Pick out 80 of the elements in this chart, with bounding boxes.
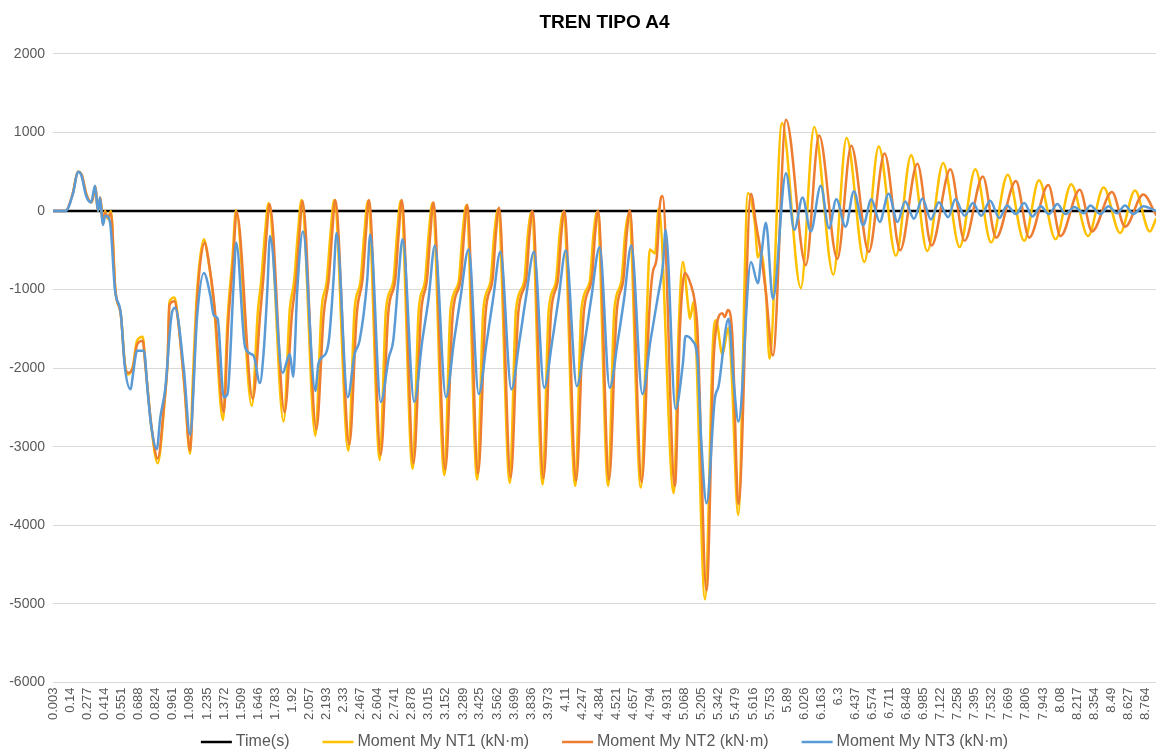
x-tick-label: 2.057 bbox=[300, 687, 316, 721]
y-tick-label: -3000 bbox=[9, 437, 46, 454]
y-tick-label: 0 bbox=[37, 201, 46, 218]
x-tick-label: 3.699 bbox=[505, 687, 521, 721]
x-tick-label: 3.562 bbox=[488, 687, 504, 721]
x-tick-label: 7.122 bbox=[932, 687, 948, 721]
x-tick-label: 1.646 bbox=[249, 687, 265, 721]
x-tick-label: 8.354 bbox=[1085, 687, 1101, 721]
y-tick-label: -4000 bbox=[9, 516, 46, 533]
legend-label: Time(s) bbox=[235, 732, 290, 750]
y-tick-label: 2000 bbox=[13, 44, 46, 61]
x-tick-label: 1.372 bbox=[215, 687, 231, 721]
x-tick-label: 8.627 bbox=[1119, 687, 1135, 721]
x-tick-label: 4.247 bbox=[573, 687, 589, 721]
x-tick-label: 7.806 bbox=[1017, 687, 1033, 721]
x-tick-label: 1.098 bbox=[181, 687, 197, 721]
chart-title: TREN TIPO A4 bbox=[539, 10, 671, 32]
x-tick-label: 5.068 bbox=[676, 687, 692, 721]
x-tick-label: 7.943 bbox=[1034, 687, 1050, 721]
x-tick-label: 3.973 bbox=[539, 687, 555, 721]
x-tick-label: 5.342 bbox=[710, 687, 726, 721]
x-tick-label: 6.848 bbox=[898, 687, 914, 721]
x-tick-label: 5.89 bbox=[778, 687, 794, 713]
x-tick-label: 7.532 bbox=[983, 687, 999, 721]
x-tick-label: 7.395 bbox=[966, 687, 982, 721]
x-tick-label: 7.669 bbox=[1000, 687, 1016, 721]
x-tick-label: 3.425 bbox=[471, 687, 487, 721]
y-tick-label: -2000 bbox=[9, 358, 46, 375]
x-tick-label: 4.11 bbox=[556, 687, 572, 712]
x-tick-label: 4.521 bbox=[608, 687, 624, 721]
x-tick-label: 5.479 bbox=[727, 687, 743, 721]
x-tick-label: 3.152 bbox=[437, 687, 453, 721]
x-tick-label: 2.878 bbox=[403, 687, 419, 721]
x-tick-label: 8.08 bbox=[1051, 687, 1067, 713]
x-tick-label: 4.931 bbox=[659, 687, 675, 721]
x-tick-label: 0.277 bbox=[79, 687, 95, 721]
legend-label: Moment My NT3 (kN·m) bbox=[836, 732, 1009, 750]
x-tick-label: 4.657 bbox=[625, 687, 640, 721]
x-tick-label: 1.783 bbox=[266, 687, 282, 721]
x-tick-label: 6.574 bbox=[863, 687, 879, 721]
x-tick-label: 2.467 bbox=[352, 687, 368, 721]
x-tick-label: 0.961 bbox=[164, 687, 180, 721]
legend-label: Moment My NT2 (kN·m) bbox=[597, 732, 769, 750]
x-tick-label: 4.384 bbox=[590, 687, 606, 721]
x-tick-label: 0.551 bbox=[113, 687, 129, 721]
x-tick-label: 2.33 bbox=[334, 687, 350, 713]
y-tick-label: -1000 bbox=[9, 280, 46, 297]
x-tick-label: 8.764 bbox=[1136, 687, 1152, 721]
x-tick-label: 3.015 bbox=[420, 687, 436, 721]
legend-label: Moment My NT1 (kN·m) bbox=[357, 732, 530, 750]
x-tick-label: 2.193 bbox=[317, 687, 333, 721]
x-tick-label: 0.688 bbox=[130, 687, 146, 721]
x-tick-label: 6.985 bbox=[915, 687, 931, 721]
x-tick-label: 8.49 bbox=[1102, 687, 1118, 713]
x-tick-label: 1.509 bbox=[232, 687, 248, 721]
line-series bbox=[53, 170, 1157, 505]
x-tick-label: 0.824 bbox=[147, 687, 163, 721]
x-tick-label: 5.205 bbox=[693, 687, 709, 721]
x-tick-label: 7.258 bbox=[949, 687, 965, 721]
y-tick-label: -5000 bbox=[9, 594, 46, 611]
x-tick-label: 6.163 bbox=[812, 687, 828, 721]
y-tick-label: -6000 bbox=[9, 673, 46, 690]
x-tick-label: 5.753 bbox=[761, 687, 777, 721]
x-tick-label: 1.92 bbox=[283, 687, 299, 713]
x-tick-label: 4.794 bbox=[642, 687, 658, 721]
x-tick-label: 6.437 bbox=[846, 687, 862, 721]
y-tick-label: 1000 bbox=[13, 123, 46, 140]
x-tick-label: 0.003 bbox=[44, 687, 60, 721]
x-tick-label: 1.235 bbox=[198, 687, 214, 721]
x-tick-label: 2.741 bbox=[386, 687, 402, 721]
x-tick-label: 5.616 bbox=[744, 687, 760, 721]
x-tick-label: 6.711 bbox=[881, 687, 897, 720]
x-tick-label: 0.14 bbox=[62, 687, 78, 713]
x-tick-label: 3.289 bbox=[454, 687, 470, 721]
x-tick-label: 0.414 bbox=[96, 687, 112, 721]
x-tick-label: 6.3 bbox=[829, 687, 845, 706]
x-tick-label: 6.026 bbox=[795, 687, 811, 721]
x-tick-label: 8.217 bbox=[1068, 687, 1084, 721]
x-tick-label: 3.836 bbox=[522, 687, 538, 721]
x-tick-label: 2.604 bbox=[369, 687, 385, 721]
